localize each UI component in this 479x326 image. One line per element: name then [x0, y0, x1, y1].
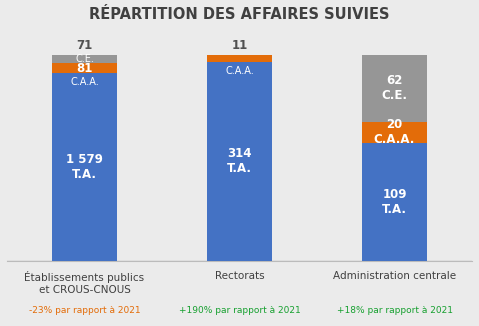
Text: C.E.: C.E.: [75, 54, 94, 64]
Text: +18% par rapport à 2021: +18% par rapport à 2021: [337, 306, 453, 315]
Text: 11: 11: [231, 39, 248, 52]
Text: 62
C.E.: 62 C.E.: [382, 74, 408, 102]
Text: C.A.A.: C.A.A.: [225, 66, 254, 76]
Text: 20
C.A.A.: 20 C.A.A.: [374, 118, 415, 146]
Text: 71: 71: [76, 39, 92, 52]
Bar: [52, 63, 117, 73]
Text: 81: 81: [76, 62, 92, 75]
Text: C.A.A.: C.A.A.: [70, 77, 99, 87]
Bar: [52, 55, 117, 63]
Title: RÉPARTITION DES AFFAIRES SUIVIES: RÉPARTITION DES AFFAIRES SUIVIES: [89, 7, 390, 22]
Bar: [362, 122, 427, 143]
Text: +190% par rapport à 2021: +190% par rapport à 2021: [179, 306, 300, 315]
Bar: [207, 55, 272, 62]
Bar: [362, 143, 427, 261]
Bar: [207, 62, 272, 261]
Text: 1 579
T.A.: 1 579 T.A.: [66, 153, 103, 181]
Text: 109
T.A.: 109 T.A.: [382, 188, 407, 216]
Bar: [52, 73, 117, 261]
Text: 314
T.A.: 314 T.A.: [227, 147, 252, 175]
Bar: [362, 55, 427, 122]
Text: -23% par rapport à 2021: -23% par rapport à 2021: [29, 306, 140, 315]
